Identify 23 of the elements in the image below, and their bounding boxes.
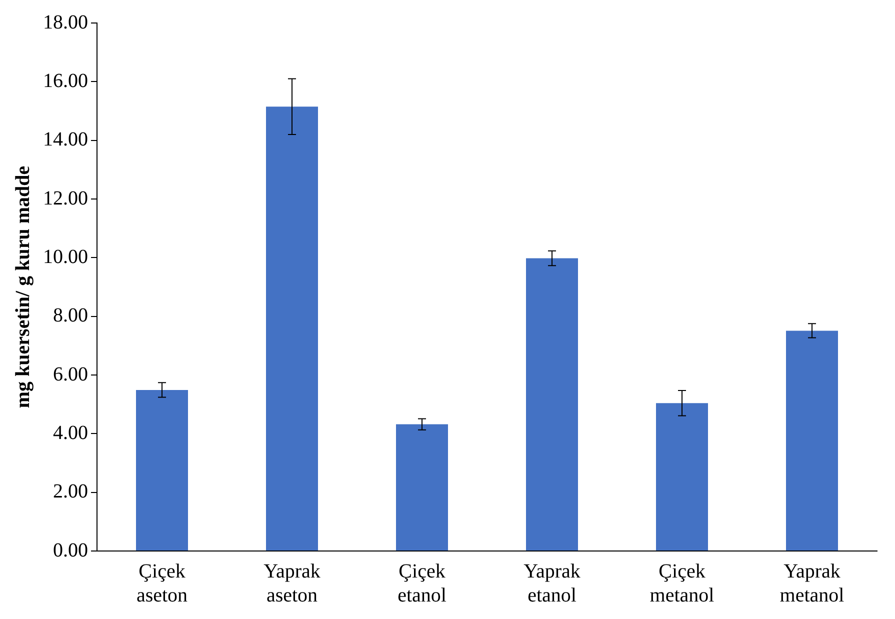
y-tick-label: 12.00 <box>43 187 88 210</box>
y-tick-label: 18.00 <box>43 11 88 34</box>
x-tick-label: Çiçek aseton <box>136 560 188 606</box>
y-axis-title: mg kuersetin/ g kuru madde <box>12 166 34 408</box>
y-tick-label: 2.00 <box>53 480 88 503</box>
y-tick-label: 14.00 <box>43 128 88 151</box>
bar <box>136 390 188 550</box>
bar <box>266 106 318 550</box>
x-tick-label: Yaprak etanol <box>524 560 580 606</box>
y-tick-label: 10.00 <box>43 246 88 268</box>
y-tick-label: 0.00 <box>53 539 88 562</box>
y-tick-label: 4.00 <box>53 422 88 444</box>
bar <box>396 424 448 550</box>
x-tick-label: Çiçek metanol <box>650 560 715 606</box>
bar <box>786 330 838 550</box>
y-tick-label: 6.00 <box>53 363 88 386</box>
y-tick-label: 16.00 <box>43 70 88 92</box>
bar <box>526 258 578 550</box>
x-tick-label: Yaprak metanol <box>780 560 845 606</box>
x-tick-label: Yaprak aseton <box>264 560 320 606</box>
x-tick-label: Çiçek etanol <box>398 560 447 606</box>
bar <box>656 403 708 550</box>
y-tick-label: 8.00 <box>53 304 88 327</box>
